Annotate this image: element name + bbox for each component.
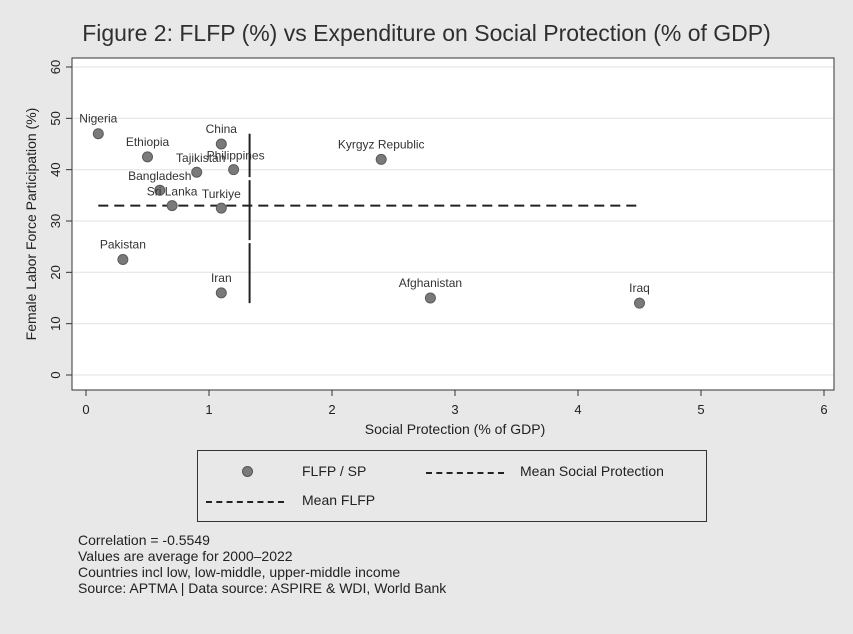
note-correlation: Correlation = -0.5549 <box>78 532 210 548</box>
point-label: Bangladesh <box>128 169 191 183</box>
data-point <box>215 287 227 299</box>
y-tick-label: 30 <box>48 214 63 228</box>
y-axis-label: Female Labor Force Participation (%) <box>23 108 39 341</box>
data-point <box>154 184 166 196</box>
gridlines <box>73 66 833 376</box>
plot-area <box>71 57 835 391</box>
point-labels: Nigeria Ethiopia China TajikistanPhilippine… <box>79 112 650 295</box>
point-label: Philippines <box>207 149 265 163</box>
point-label: Afghanistan <box>399 276 462 290</box>
point-label: Iran <box>211 271 232 285</box>
point-label: Turkiye <box>202 187 241 201</box>
x-tick-label: 6 <box>820 402 827 417</box>
data-point <box>142 151 153 163</box>
legend-dash-mean-sp <box>426 472 504 474</box>
chart-title: Figure 2: FLFP (%) vs Expenditure on Soc… <box>82 20 771 46</box>
note-source: Source: APTMA | Data source: ASPIRE & WD… <box>78 580 447 596</box>
legend-dash-mean-flfp <box>206 501 284 503</box>
point-label: Kyrgyz Republic <box>338 137 425 151</box>
data-point <box>228 164 240 176</box>
data-point <box>191 166 203 178</box>
y-tick-label: 40 <box>48 162 63 176</box>
legend-item-flfp-sp: FLFP / SP <box>302 463 367 479</box>
y-tick-label: 50 <box>48 111 63 125</box>
legend-marker-icon <box>242 466 253 477</box>
note-countries: Countries incl low, low-middle, upper-mi… <box>78 564 401 580</box>
y-tick-label: 0 <box>48 371 63 378</box>
data-point <box>215 202 227 214</box>
data-point <box>634 297 645 309</box>
chart-notes: Correlation = -0.5549 Values are average… <box>78 532 446 596</box>
scatter-plot: 0 10 20 30 40 50 60 0 1 2 3 4 5 6 Nigeria Ethiopia Chin… <box>23 57 835 437</box>
point-label: China <box>206 122 238 136</box>
data-point <box>424 292 436 304</box>
x-tick-label: 0 <box>82 402 89 417</box>
axes: 0 10 20 30 40 50 60 0 1 2 3 4 5 6 <box>48 60 828 417</box>
legend: FLFP / SP Mean Social Protection Mean FL… <box>197 450 707 522</box>
data-point <box>375 153 387 165</box>
data-point <box>166 200 178 212</box>
point-label: Ethiopia <box>126 135 170 149</box>
point-label: Nigeria <box>79 112 117 126</box>
x-tick-label: 2 <box>328 402 335 417</box>
y-tick-label: 20 <box>48 265 63 279</box>
mean-lines <box>98 133 640 304</box>
legend-item-mean-flfp: Mean FLFP <box>302 492 376 508</box>
data-point <box>215 138 227 150</box>
legend-item-mean-social-protection: Mean Social Protection <box>520 463 664 479</box>
y-tick-label: 10 <box>48 316 63 330</box>
x-tick-label: 5 <box>697 402 704 417</box>
data-points <box>92 128 645 309</box>
x-axis-label: Social Protection (% of GDP) <box>365 421 546 437</box>
x-tick-label: 1 <box>205 402 212 417</box>
data-point <box>117 254 129 265</box>
data-point <box>92 128 104 140</box>
y-tick-label: 60 <box>48 60 63 74</box>
x-tick-label: 4 <box>574 402 581 417</box>
point-label: Sri Lanka <box>147 185 198 199</box>
point-label: Pakistan <box>100 238 146 252</box>
note-period: Values are average for 2000–2022 <box>78 548 293 564</box>
x-tick-label: 3 <box>451 402 458 417</box>
point-label: Iraq <box>629 281 650 295</box>
point-label: Tajikistan <box>176 151 225 165</box>
